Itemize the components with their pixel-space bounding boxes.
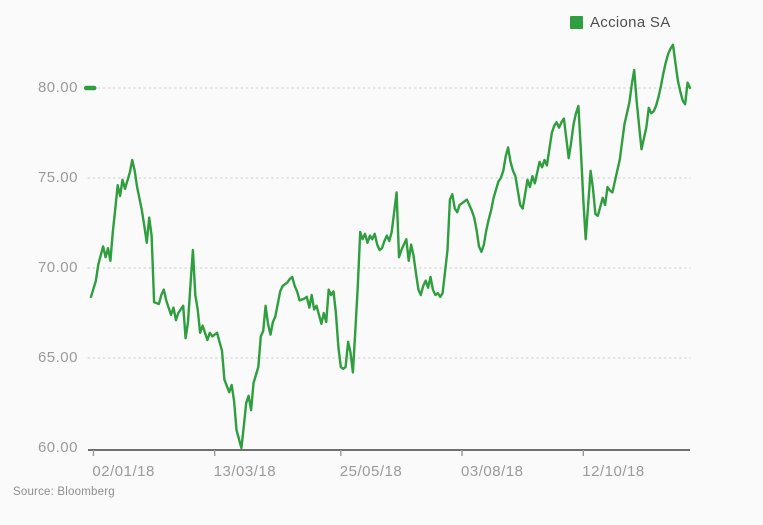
legend-swatch-icon: [570, 16, 583, 29]
x-axis-label: 13/03/18: [213, 463, 277, 480]
x-axis-label: 02/01/18: [92, 463, 155, 480]
y-axis-label: 70.00: [37, 259, 78, 276]
y-axis-label: 60.00: [37, 439, 78, 456]
last-price-marker: [84, 85, 97, 91]
x-axis-label: 03/08/18: [461, 463, 524, 480]
y-axis-label: 75.00: [37, 169, 78, 186]
y-axis-label: 65.00: [37, 349, 78, 366]
price-line-acciona-sa: [89, 43, 692, 450]
source-note: Source: Bloomberg: [13, 486, 115, 498]
x-axis-label: 12/10/18: [582, 463, 645, 480]
y-axis-label: 80.00: [37, 79, 78, 96]
x-axis-label: 25/05/18: [339, 463, 403, 480]
legend-label: Acciona SA: [590, 14, 671, 31]
legend: Acciona SA: [570, 14, 671, 31]
